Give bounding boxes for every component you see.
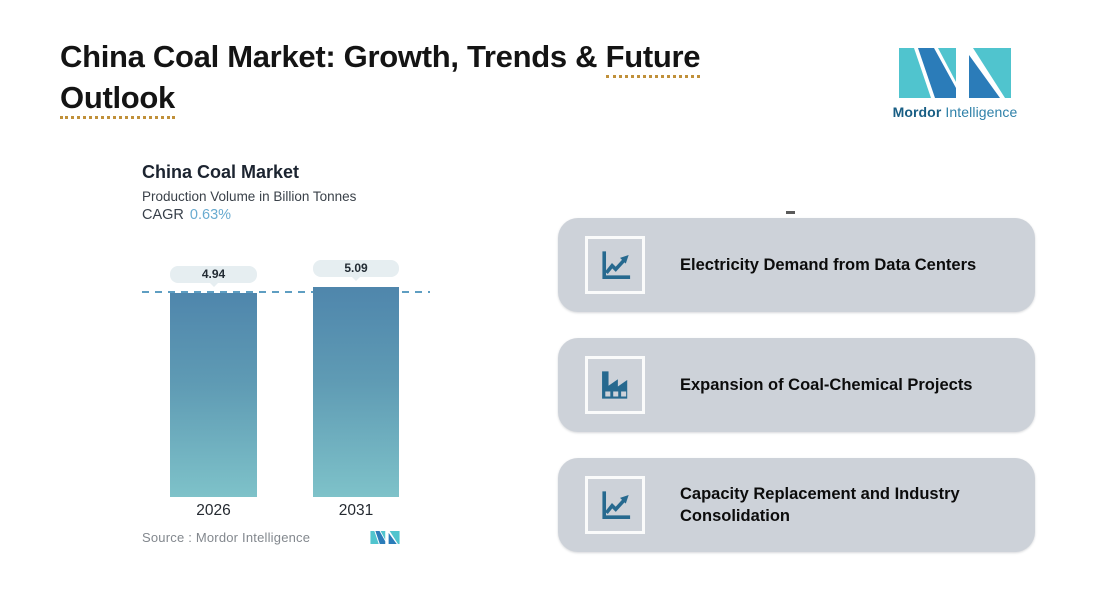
driver-card-coal-chemical: Expansion of Coal-Chemical Projects: [558, 338, 1035, 432]
chart-cagr: CAGR 0.63%: [142, 207, 231, 223]
driver-label: Capacity Replacement and Industry Consol…: [680, 485, 960, 525]
source-row: Source : Mordor Intelligence: [142, 528, 400, 546]
brand-logo: Mordor Intelligence: [880, 48, 1030, 120]
icon-box: [585, 476, 645, 534]
driver-card-electricity-demand: Electricity Demand from Data Centers: [558, 218, 1035, 312]
value-label-2031: 5.09: [313, 260, 399, 277]
driver-label: Expansion of Coal-Chemical Projects: [680, 376, 973, 394]
brand-name-regular: Intelligence: [945, 104, 1018, 120]
bar-rect-2031: [313, 287, 399, 497]
factory-icon: [602, 371, 628, 399]
chart-title: China Coal Market: [142, 162, 300, 182]
driver-card-capacity-replacement: Capacity Replacement and Industry Consol…: [558, 458, 1035, 552]
drivers-list: Electricity Demand from Data Centers Exp…: [558, 218, 1035, 553]
page-title: China Coal Market: Growth, Trends & Futu…: [60, 36, 800, 119]
icon-box: [585, 356, 645, 414]
plot-area: 4.94 2026 5.09 2031: [142, 240, 430, 519]
bar-rect-2026: [170, 293, 257, 497]
title-underlined-word-1: Future: [605, 39, 701, 78]
mordor-logo-mini-icon: [370, 530, 400, 544]
mordor-logo-icon: [899, 48, 1011, 98]
value-label-2026: 4.94: [170, 266, 257, 283]
title-underlined-word-2: Outlook: [60, 80, 175, 119]
brand-name-bold: Mordor: [892, 104, 942, 120]
x-tick-2031: 2031: [338, 502, 374, 519]
cagr-label: CAGR: [142, 207, 184, 223]
icon-box: [585, 236, 645, 294]
cagr-value: 0.63%: [189, 207, 232, 223]
bar-column-2026: 4.94 2026: [170, 240, 257, 519]
stray-mark: [786, 211, 795, 214]
brand-wordmark: Mordor Intelligence: [880, 104, 1030, 120]
line-chart-icon: [602, 491, 631, 520]
title-text: China Coal Market: Growth, Trends &: [60, 39, 606, 74]
bar-column-2031: 5.09 2031: [313, 240, 399, 519]
reference-line: [142, 291, 430, 293]
source-text: Source : Mordor Intelligence: [142, 529, 311, 545]
line-chart-icon: [602, 251, 631, 280]
chart-subtitle: Production Volume in Billion Tonnes: [142, 189, 357, 204]
x-tick-2026: 2026: [196, 502, 231, 519]
driver-label: Electricity Demand from Data Centers: [680, 256, 977, 274]
